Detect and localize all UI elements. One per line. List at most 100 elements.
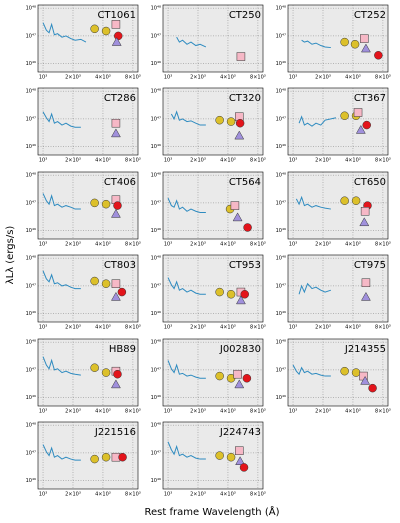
y-tick-label: 10⁴⁸ [26,173,36,179]
panel-title: CT564 [229,177,261,188]
marker-circle [114,31,123,41]
marker-circle [215,115,224,125]
marker-triangle [360,291,371,301]
x-axis-label: Rest frame Wavelength (Å) [145,505,280,518]
plot-area [287,87,389,156]
y-tick-label: 10⁴⁸ [276,6,286,12]
panel-title: CT803 [104,260,136,271]
spectrum-line [167,197,206,214]
x-tick-label: 8×10³ [375,325,391,331]
marker-triangle [360,375,371,385]
x-tick-label: 2×10³ [190,492,206,498]
x-tick-label: 2×10³ [315,242,331,248]
panel: 10³ 2×10³ 4×10³ 8×10³ 10⁴⁶ 10⁴⁷ 10⁴⁸ CT953 [151,254,266,331]
marker-circle [340,37,349,47]
y-tick-label: 10⁴⁸ [26,256,36,262]
x-tick-label: 10³ [164,409,172,415]
marker-circle [90,24,99,34]
marker-triangle [234,379,245,389]
x-tick-label: 8×10³ [250,325,266,331]
x-tick-label: 8×10³ [375,242,391,248]
panel-title: CT975 [354,260,386,271]
spectrum-line [295,195,331,210]
x-tick-label: 2×10³ [65,158,81,164]
x-tick-label: 2×10³ [190,75,206,81]
x-tick-label: 2×10³ [190,409,206,415]
plot-area [162,4,264,73]
x-tick-label: 4×10³ [95,325,111,331]
x-tick-label: 8×10³ [250,409,266,415]
marker-circle [90,363,99,372]
x-tick-label: 2×10³ [315,325,331,331]
marker-triangle [110,379,121,389]
x-tick-label: 10³ [164,75,172,81]
x-tick-label: 8×10³ [250,75,266,81]
x-tick-label: 4×10³ [95,409,111,415]
marker-square [361,278,371,287]
spectrum-line [292,364,331,377]
x-tick-label: 4×10³ [95,75,111,81]
marker-circle [226,117,236,126]
y-tick-label: 10⁴⁷ [276,116,286,122]
x-tick-label: 4×10³ [220,75,236,81]
panel-title: CT250 [229,10,261,21]
y-tick-label: 10⁴⁶ [151,228,161,234]
marker-circle [113,369,122,379]
marker-circle [101,26,111,36]
marker-circle [340,366,349,376]
y-tick-label: 10⁴⁷ [276,200,286,206]
panel-title: HB89 [109,344,136,355]
marker-circle [215,371,224,381]
y-tick-label: 10⁴⁶ [276,311,286,317]
x-tick-label: 4×10³ [95,492,111,498]
marker-square [111,279,121,288]
y-tick-label: 10⁴⁸ [276,256,286,262]
y-tick-label: 10⁴⁶ [151,61,161,67]
marker-triangle [111,37,122,46]
x-tick-label: 8×10³ [375,409,391,415]
x-tick-label: 4×10³ [345,158,361,164]
panel-title: J214355 [344,344,386,355]
spectrum-line [298,282,332,295]
y-tick-label: 10⁴⁷ [276,283,286,289]
x-tick-label: 10³ [164,492,172,498]
spectrum-line [167,441,206,460]
marker-triangle [234,130,245,140]
marker-square [236,52,246,61]
x-tick-label: 4×10³ [220,492,236,498]
panel-title: CT1061 [97,10,136,21]
y-tick-label: 10⁴⁸ [151,173,161,179]
marker-circle [362,120,371,130]
panel-title: CT320 [229,93,261,104]
plot-area [162,338,264,407]
y-tick-label: 10⁴⁶ [26,311,36,317]
marker-square [111,20,121,29]
y-tick-label: 10⁴⁶ [276,395,286,401]
marker-square [233,369,242,379]
marker-circle [351,368,361,377]
x-tick-label: 8×10³ [375,75,391,81]
x-tick-label: 4×10³ [345,409,361,415]
panel: 10³ 2×10³ 4×10³ 8×10³ 10⁴⁶ 10⁴⁷ 10⁴⁸ CT564 [151,171,266,248]
marker-triangle [355,124,366,134]
panel: 10³ 2×10³ 4×10³ 8×10³ 10⁴⁶ 10⁴⁷ 10⁴⁸ J002830 [151,338,266,415]
panel: 10³ 2×10³ 4×10³ 8×10³ 10⁴⁶ 10⁴⁷ 10⁴⁸ CT1061 [26,4,141,81]
marker-circle [239,463,249,472]
y-tick-label: 10⁴⁸ [26,89,36,95]
marker-circle [350,40,360,49]
x-tick-label: 8×10³ [375,158,391,164]
panel-title: CT252 [354,10,386,21]
panel: 10³ 2×10³ 4×10³ 8×10³ 10⁴⁶ 10⁴⁷ 10⁴⁸ CT286 [26,87,141,164]
y-tick-label: 10⁴⁶ [26,478,36,484]
marker-triangle [359,217,370,227]
spectrum-line [42,270,81,290]
x-tick-label: 8×10³ [125,409,141,415]
marker-circle [226,290,236,299]
y-tick-label: 10⁴⁶ [151,311,161,317]
marker-circle [215,287,224,297]
y-tick-label: 10⁴⁸ [151,89,161,95]
y-tick-label: 10⁴⁷ [26,450,36,456]
plot-area [287,254,389,323]
y-tick-label: 10⁴⁸ [276,173,286,179]
spectrum-line [167,360,206,379]
